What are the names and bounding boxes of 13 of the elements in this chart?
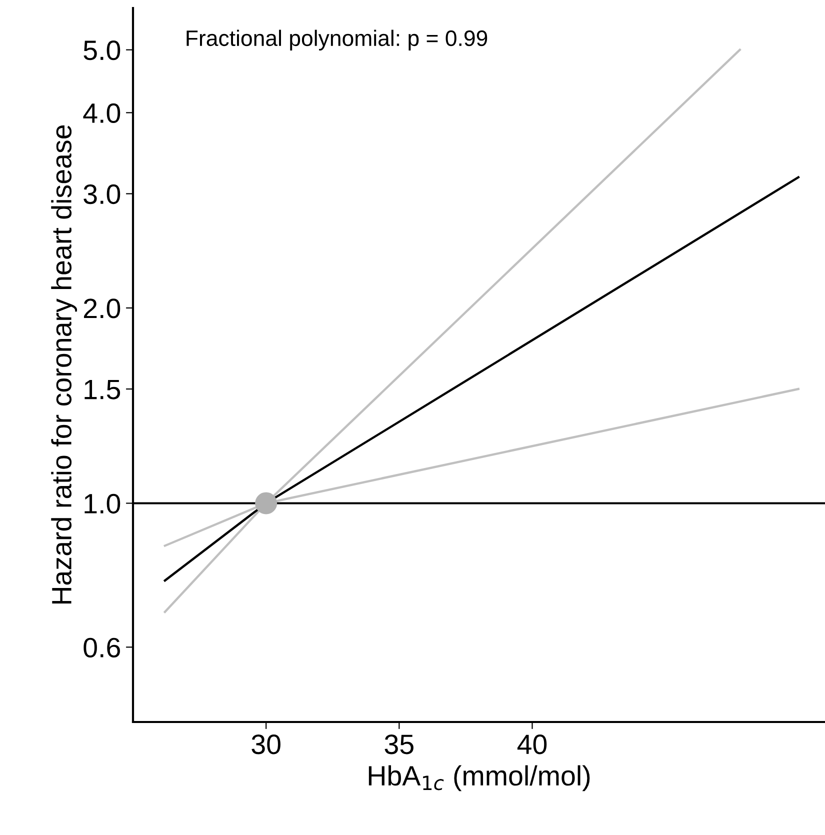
annotation: Fractional polynomial: p = 0.99 [186, 30, 488, 50]
y-tick-label: 5.0 [84, 40, 120, 60]
y-tick-label: 0.6 [84, 638, 120, 658]
x-tick-label: 35 [384, 734, 414, 754]
x-tick-label: 30 [252, 734, 280, 754]
y-axis-title: Hazard ratio for coronary heart disease [51, 125, 78, 604]
y-tick-label: 3.0 [84, 184, 120, 204]
y-tick-label: 2.0 [84, 298, 120, 318]
y-tick-label: 4.0 [83, 103, 120, 124]
y-tick-label: 1.5 [84, 380, 120, 400]
x-tick-label: 40 [517, 734, 547, 754]
x-axis-title: HbA$_{1c}$ (mmol/mol) [368, 765, 590, 792]
y-tick-label: 1.0 [84, 494, 120, 514]
